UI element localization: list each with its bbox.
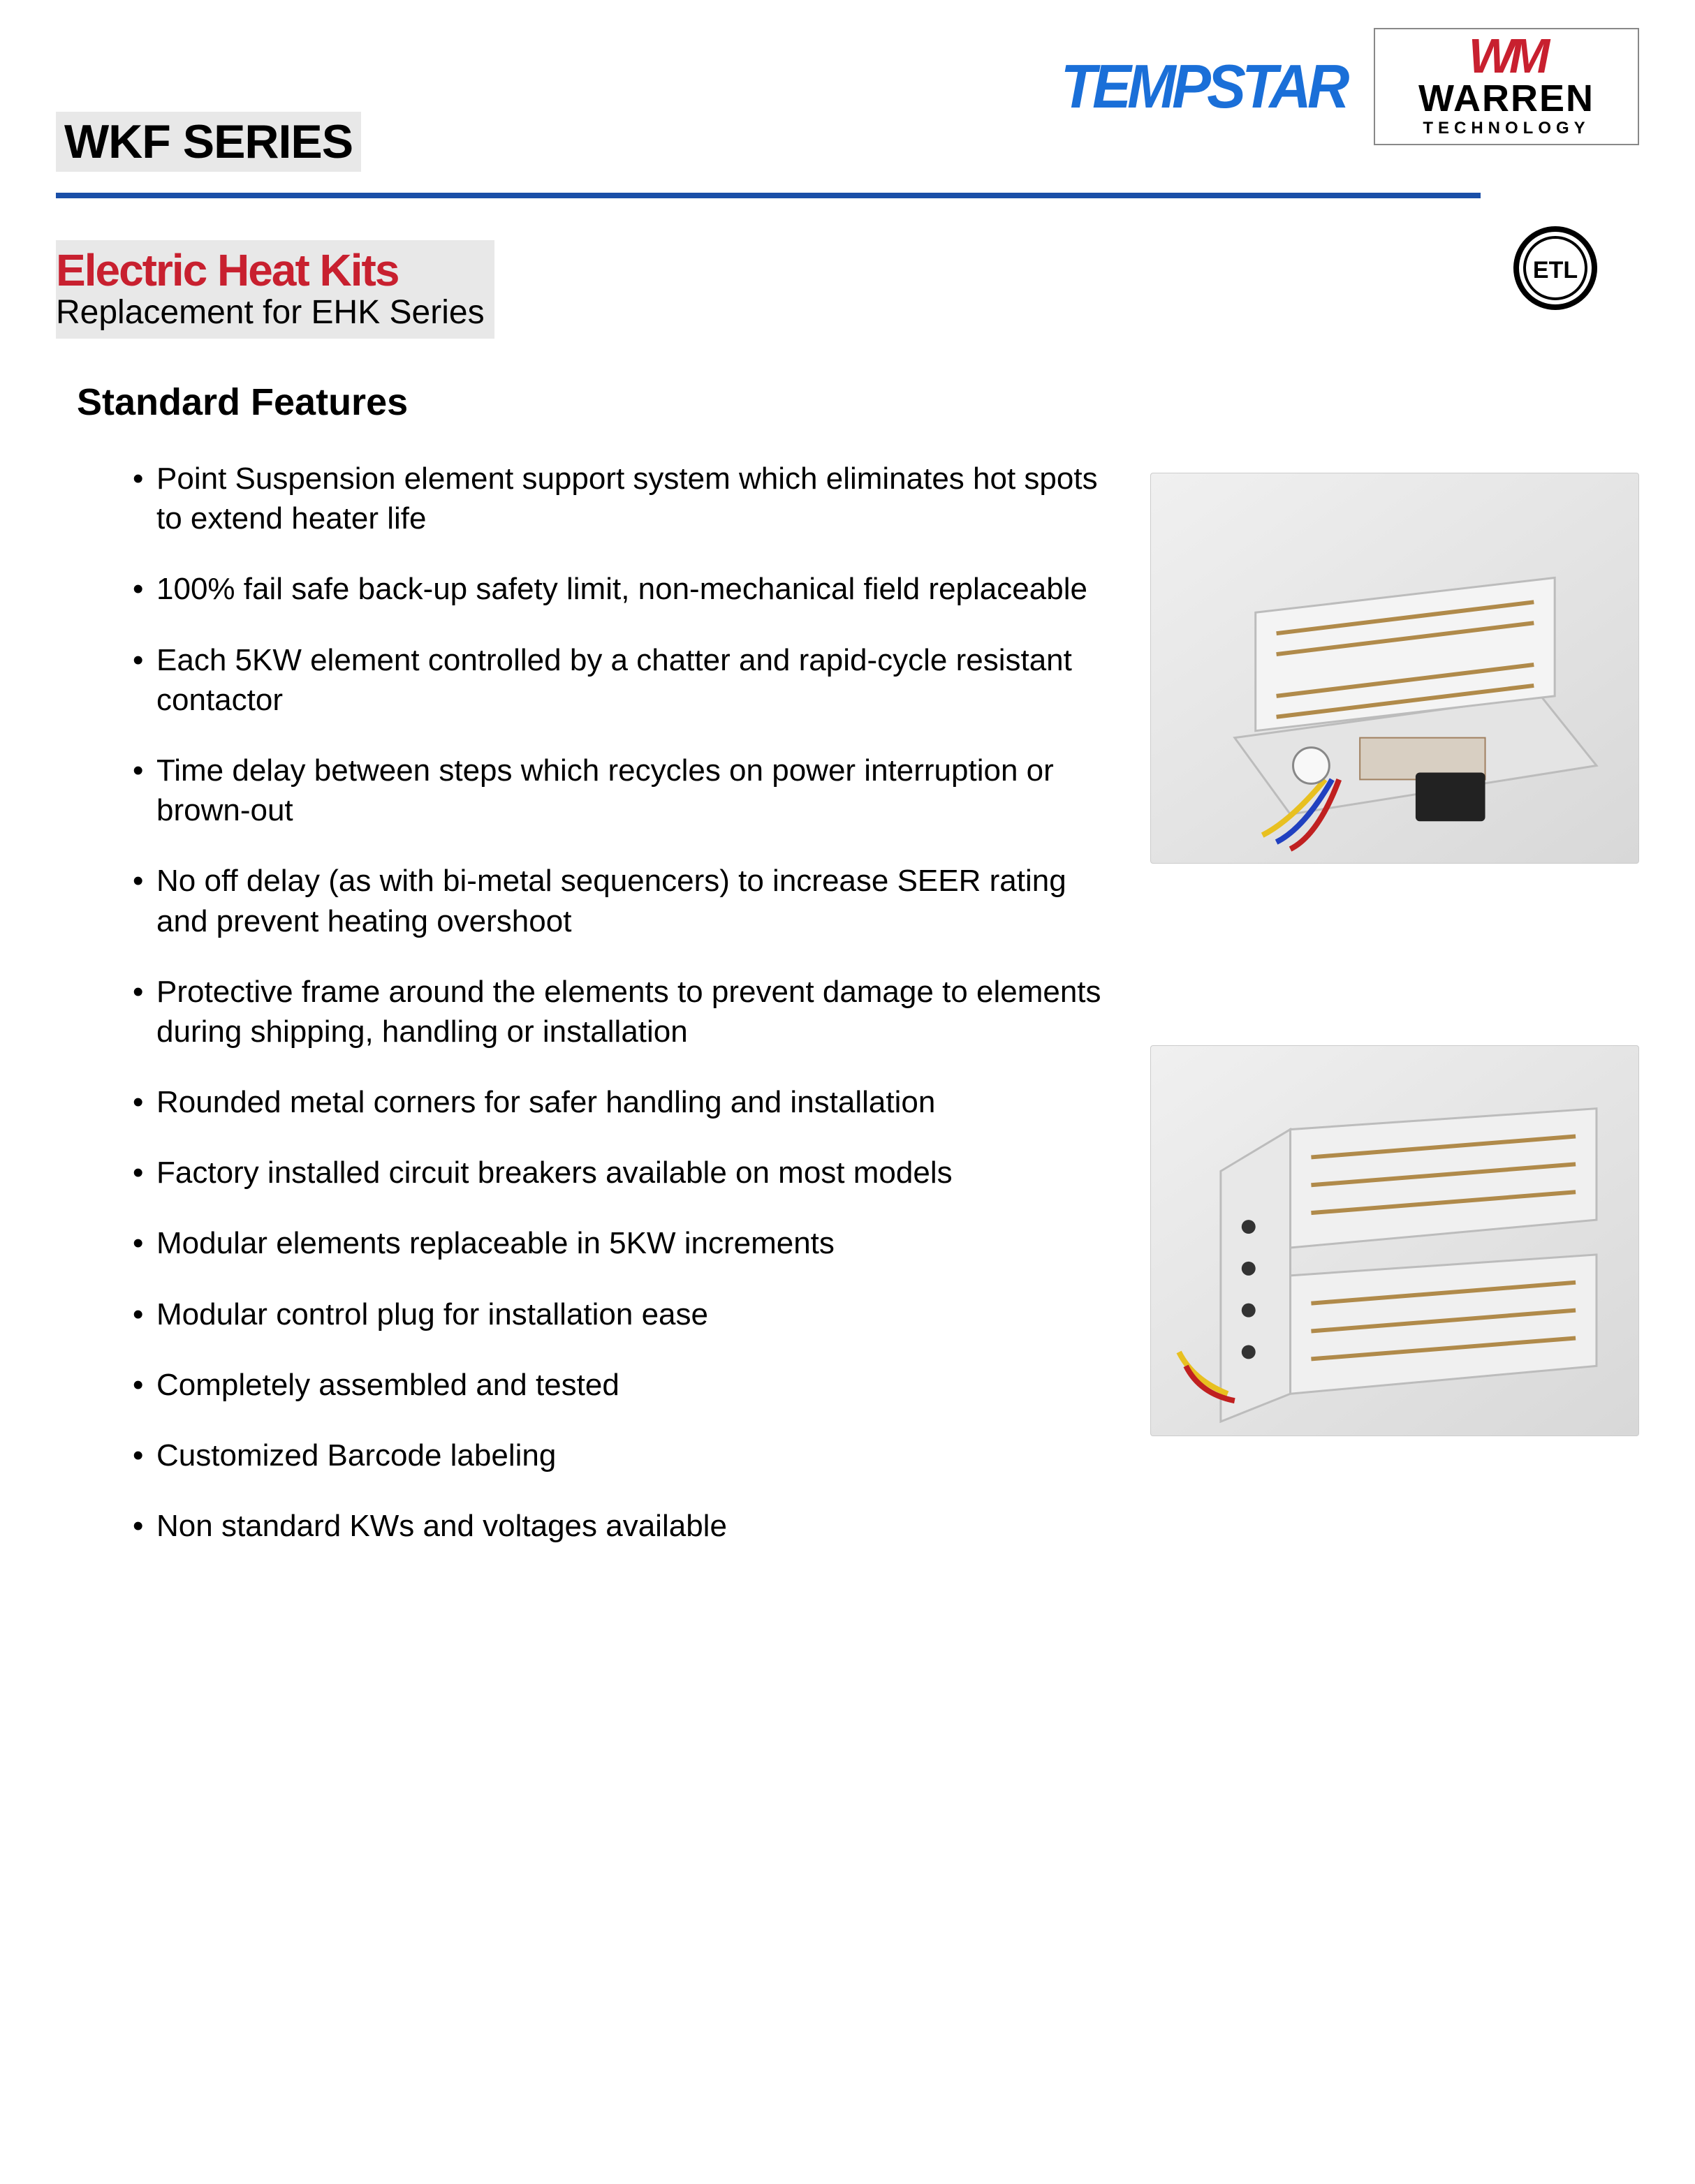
content-row: Point Suspension element support system …	[56, 459, 1639, 1577]
warren-logo: WM WARREN TECHNOLOGY	[1374, 28, 1639, 145]
feature-item: Each 5KW element controlled by a chatter…	[133, 640, 1122, 720]
feature-item: Modular elements replaceable in 5KW incr…	[133, 1223, 1122, 1263]
feature-item: Completely assembled and tested	[133, 1365, 1122, 1405]
feature-item: Point Suspension element support system …	[133, 459, 1122, 538]
header-divider	[56, 193, 1481, 198]
series-title: WKF SERIES	[56, 112, 361, 172]
feature-item: No off delay (as with bi-metal sequencer…	[133, 861, 1122, 940]
subtitle: Replacement for EHK Series	[56, 293, 485, 332]
feature-item: Modular control plug for installation ea…	[133, 1294, 1122, 1334]
feature-item: Customized Barcode labeling	[133, 1436, 1122, 1475]
title-block: Electric Heat Kits Replacement for EHK S…	[56, 240, 1639, 339]
logo-group: TEMPSTAR WM WARREN TECHNOLOGY	[1053, 28, 1639, 145]
feature-item: Factory installed circuit breakers avail…	[133, 1153, 1122, 1193]
product-image-1	[1150, 473, 1639, 864]
tempstar-logo: TEMPSTAR	[1060, 51, 1345, 122]
feature-item: Non standard KWs and voltages available	[133, 1506, 1122, 1546]
warren-tagline: TECHNOLOGY	[1388, 119, 1625, 138]
main-title: Electric Heat Kits	[56, 244, 485, 296]
feature-item: Protective frame around the elements to …	[133, 972, 1122, 1052]
warren-name: WARREN	[1388, 80, 1625, 117]
features-list: Point Suspension element support system …	[133, 459, 1122, 1577]
feature-item: 100% fail safe back-up safety limit, non…	[133, 569, 1122, 609]
product-images-column	[1150, 473, 1653, 1436]
product-image-2	[1150, 1045, 1639, 1436]
feature-item: Rounded metal corners for safer handling…	[133, 1082, 1122, 1122]
warren-mark: WM	[1388, 36, 1625, 75]
header-row: WKF SERIES TEMPSTAR WM WARREN TECHNOLOGY	[56, 28, 1639, 172]
etl-text: ETL	[1533, 257, 1578, 283]
title-text-box: Electric Heat Kits Replacement for EHK S…	[56, 240, 494, 339]
section-heading: Standard Features	[77, 381, 1639, 424]
etl-badge-icon: ETL	[1513, 226, 1597, 313]
feature-item: Time delay between steps which recycles …	[133, 751, 1122, 830]
